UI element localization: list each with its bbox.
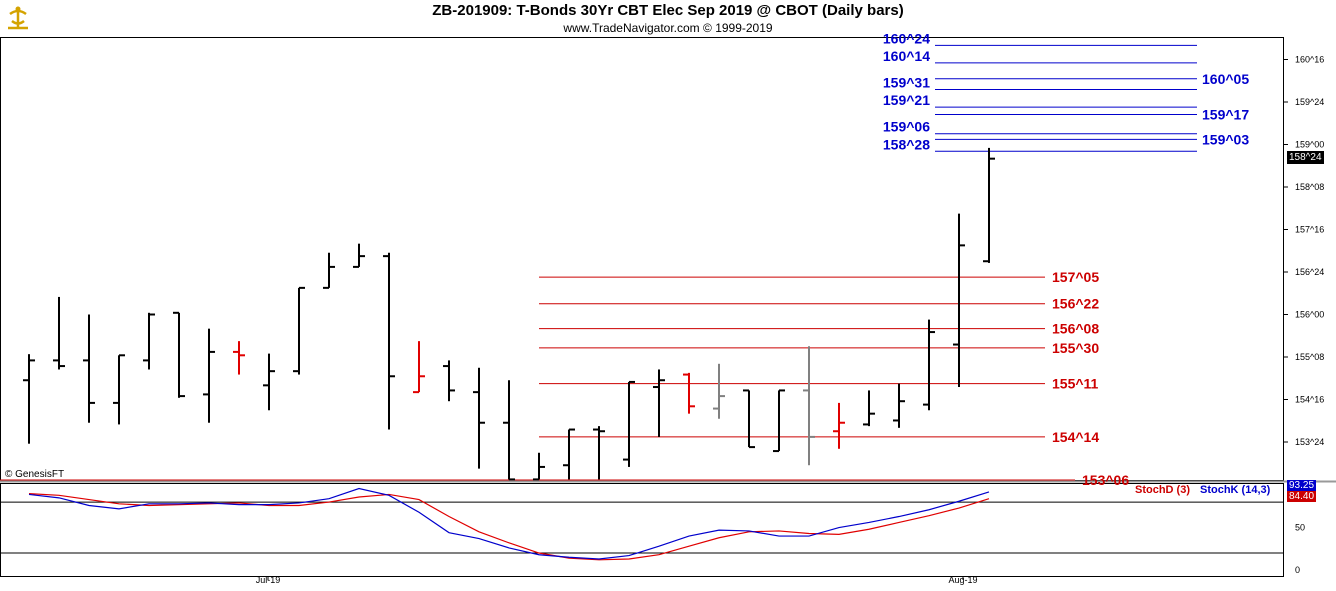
stochk-legend: StochK (14,3) — [1200, 484, 1271, 496]
stochd-value-badge: 84.40 — [1287, 491, 1317, 502]
level-label: 156^22 — [1052, 296, 1099, 312]
y-tick-label: 157^16 — [1295, 225, 1324, 235]
level-label: 159^21 — [883, 92, 930, 108]
copyright-label: © GenesisFT — [5, 469, 65, 480]
level-label: 155^30 — [1052, 340, 1099, 356]
x-tick-label: Jul-19 — [256, 575, 281, 585]
indicator-tick-label: 0 — [1295, 565, 1300, 575]
level-label: 160^14 — [883, 48, 930, 64]
chart-title: ZB-201909: T-Bonds 30Yr CBT Elec Sep 201… — [432, 2, 904, 19]
y-tick-label: 156^00 — [1295, 310, 1324, 320]
level-label: 158^28 — [883, 136, 930, 152]
level-label: 153^06 — [1082, 472, 1129, 488]
last-price-badge: 158^24 — [1287, 151, 1324, 164]
level-label: 155^11 — [1052, 376, 1099, 392]
stoch-line-d — [28, 493, 990, 561]
y-tick-label: 159^24 — [1295, 97, 1324, 107]
y-tick-label: 158^08 — [1295, 182, 1324, 192]
level-label: 156^08 — [1052, 321, 1099, 337]
indicator-panel-frame — [0, 483, 1284, 577]
level-label: 160^24 — [883, 30, 930, 46]
y-tick-label: 154^16 — [1295, 395, 1324, 405]
stochd-legend: StochD (3) — [1135, 484, 1190, 496]
level-label: 160^05 — [1202, 71, 1249, 87]
price-panel-frame — [0, 37, 1284, 481]
indicator-tick-label: 50 — [1295, 523, 1305, 533]
x-tick-label: Aug-19 — [948, 575, 977, 585]
chart-subtitle: www.TradeNavigator.com © 1999-2019 — [563, 21, 773, 35]
y-tick-label: 155^08 — [1295, 352, 1324, 362]
level-label: 157^05 — [1052, 269, 1099, 285]
y-tick-label: 159^00 — [1295, 140, 1324, 150]
level-label: 154^14 — [1052, 429, 1099, 445]
level-label: 159^17 — [1202, 106, 1249, 122]
stoch-line-k — [28, 487, 990, 560]
stochk-value-badge: 93.25 — [1287, 480, 1317, 491]
level-label: 159^03 — [1202, 131, 1249, 147]
y-tick-label: 153^24 — [1295, 437, 1324, 447]
y-tick-label: 156^24 — [1295, 267, 1324, 277]
y-tick-label: 160^16 — [1295, 55, 1324, 65]
level-label: 159^06 — [883, 119, 930, 135]
tradenavigator-logo — [4, 4, 32, 32]
level-label: 159^31 — [883, 75, 930, 91]
